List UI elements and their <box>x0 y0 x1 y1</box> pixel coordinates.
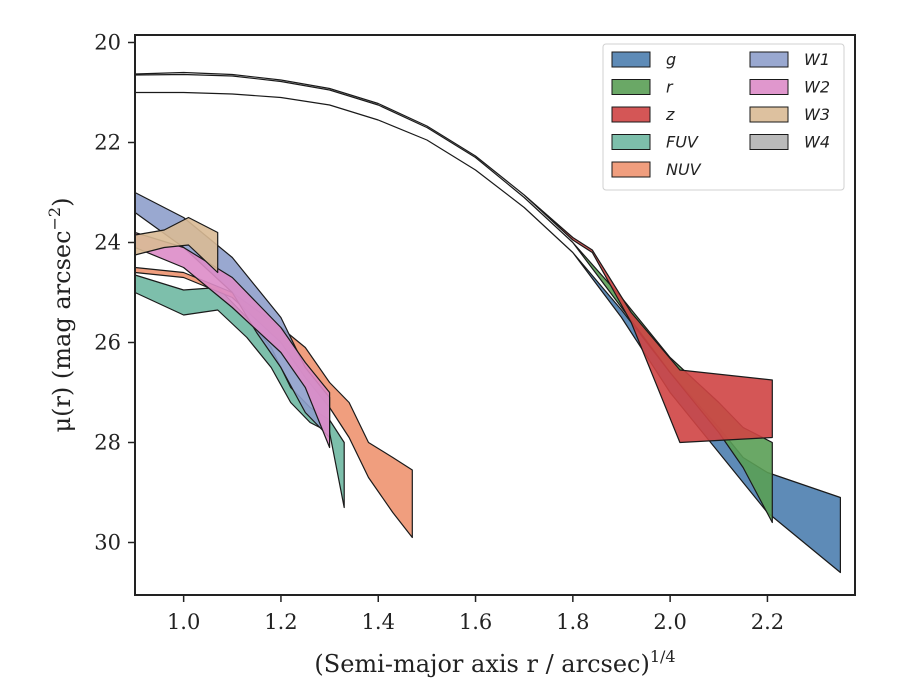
y-tick-label: 22 <box>94 131 121 155</box>
plot-frame <box>134 34 856 596</box>
y-axis-title: μ(r) (mag arcsec−2) <box>45 198 76 433</box>
y-tick-label: 30 <box>94 531 121 555</box>
legend-label-w3: W3 <box>804 105 830 124</box>
x-axis-ticks: 1.0 1.2 1.4 1.6 1.8 2.0 2.2 <box>167 595 784 634</box>
band-w2 <box>134 231 331 449</box>
legend-label-fuv: FUV <box>666 133 699 152</box>
x-tick-label: 2.0 <box>653 610 686 634</box>
y-axis-ticks: 20 22 24 26 28 30 <box>94 31 135 555</box>
x-axis-title-exponent: 1/4 <box>650 647 676 666</box>
legend-swatch-w2 <box>749 79 789 95</box>
y-tick-label: 26 <box>94 331 121 355</box>
x-axis-title: (Semi-major axis r / arcsec)1/4 <box>314 647 675 678</box>
x-tick-label: 1.6 <box>459 610 492 634</box>
legend-swatch-w1 <box>749 51 789 68</box>
legend-swatch-z <box>611 106 651 123</box>
legend-label-g: g <box>666 50 676 69</box>
x-tick-label: 1.8 <box>556 610 589 634</box>
legend-swatch-w4 <box>749 134 789 150</box>
y-tick-label: 28 <box>94 431 121 455</box>
x-tick-label: 1.2 <box>264 610 297 634</box>
band-g <box>134 91 842 574</box>
y-tick-label: 24 <box>94 231 121 255</box>
legend-label-nuv: NUV <box>666 160 702 179</box>
y-axis-title-exponent: −2 <box>45 207 64 231</box>
legend-swatch-nuv <box>611 161 651 178</box>
x-tick-label: 1.4 <box>362 610 395 634</box>
legend-label-r: r <box>666 78 674 97</box>
legend-swatch-g <box>611 51 651 68</box>
legend: grz FUV NUV W1 W2 W3 W4 <box>602 43 845 191</box>
band-w3 <box>134 216 219 274</box>
x-tick-label: 2.2 <box>751 610 784 634</box>
legend-label-w2: W2 <box>804 78 830 97</box>
x-tick-label: 1.0 <box>167 610 200 634</box>
band-z <box>134 71 773 444</box>
y-axis-title-close: ) <box>48 198 76 207</box>
legend-swatch-r <box>611 79 651 95</box>
legend-swatch-w3 <box>749 106 789 123</box>
legend-label-z: z <box>665 105 675 124</box>
legend-label-w1: W1 <box>804 50 830 69</box>
legend-swatch-fuv <box>611 134 651 150</box>
y-tick-label: 20 <box>94 31 121 55</box>
band-profiles <box>134 71 842 574</box>
band-r <box>134 73 773 524</box>
legend-label-w4: W4 <box>804 133 830 152</box>
